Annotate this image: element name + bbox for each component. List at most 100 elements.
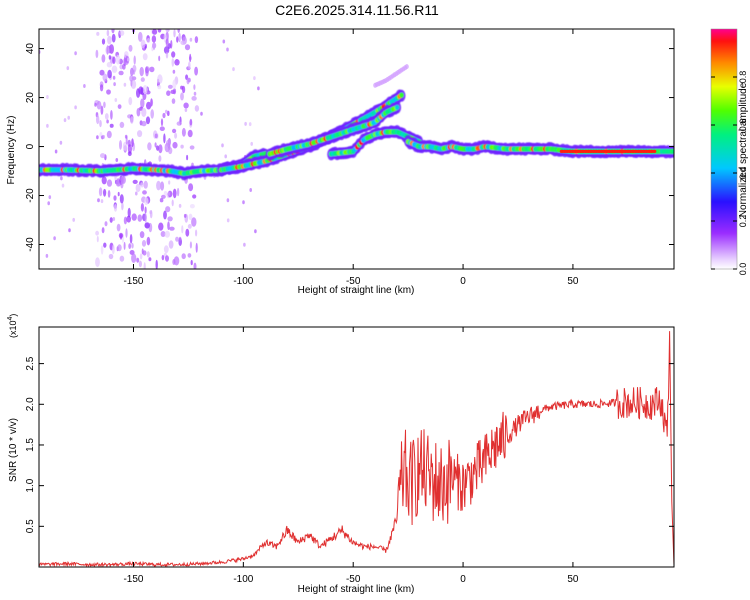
snr-x-ticks: -150 -100 -50 0 50 [123,327,579,585]
clutter-speckle [67,115,70,120]
clutter-speckle [113,82,116,87]
clutter-speckle [74,51,77,56]
clutter-speckle [119,140,122,150]
spectrogram-marks [39,29,674,269]
clutter-speckle [140,98,145,108]
snr-multiplier-base: (x10 [8,320,18,338]
clutter-speckle [166,139,171,147]
clutter-speckle [172,259,176,265]
clutter-speckle [188,183,194,192]
clutter-speckle [160,118,164,127]
clutter-speckle [150,109,154,119]
clutter-speckle [139,66,144,77]
snr-multiplier-exp: 4 [7,316,14,320]
clutter-speckle [106,89,111,95]
clutter-speckle [177,29,180,33]
clutter-speckle [140,203,144,212]
clutter-speckle [191,96,197,101]
clutter-speckle [133,55,136,65]
svg-text:(x104): (x104) [7,314,18,338]
clutter-speckle [102,134,105,139]
clutter-speckle [173,29,176,38]
clutter-speckle [154,133,158,139]
clutter-speckle [103,101,106,109]
clutter-speckle [115,158,119,162]
clutter-speckle [178,35,181,40]
clutter-speckle [166,90,171,96]
clutter-speckle [174,132,178,139]
clutter-speckle [167,191,170,196]
clutter-speckle [106,61,113,68]
clutter-speckle [161,194,166,199]
clutter-speckle [106,179,113,187]
clutter-speckle [142,85,148,95]
spectral-trace-2 [265,101,402,161]
clutter-speckle [165,39,168,45]
clutter-speckle [178,203,182,208]
clutter-speckle [140,182,144,188]
clutter-speckle [158,222,164,231]
clutter-speckle [257,86,260,91]
clutter-speckle [114,98,118,102]
snr-x-label: Height of straight line (km) [298,584,415,595]
clutter-speckle [167,110,170,116]
clutter-speckle [194,105,200,112]
clutter-speckle [180,144,184,149]
clutter-speckle [187,129,193,138]
clutter-band-3 [164,29,200,269]
clutter-speckle [152,29,158,35]
clutter-speckle [232,67,235,72]
clutter-speckle [106,45,109,55]
clutter-speckle [168,240,174,249]
clutter-speckle [172,79,177,89]
clutter-speckle [61,183,65,188]
clutter-speckle [167,221,170,231]
clutter-speckle [107,35,112,45]
clutter-speckle [243,242,246,247]
spectral-trace-0 [39,148,270,181]
clutter-speckle [121,176,126,184]
clutter-speckle [186,154,189,161]
colorbar-tick-label: 0.0 [738,263,748,276]
colorbar-tick-label: 0.4 [738,167,748,180]
snr-y-tick-label: 2.0 [25,397,36,411]
clutter-speckle [99,84,104,92]
clutter-speckle [127,207,131,218]
snr-panel: -150 -100 -50 0 50 0.5 1.0 1.5 2.0 2.5 Height of… [7,314,675,595]
clutter-speckle [144,197,149,206]
clutter-speckle [139,253,143,260]
clutter-speckle [180,92,184,101]
clutter-speckle [47,201,50,206]
clutter-speckle [99,69,105,76]
clutter-speckle [142,250,147,256]
scattered-speckle [39,35,260,258]
clutter-speckle [54,149,58,154]
clutter-speckle [123,82,127,87]
clutter-speckle [187,224,192,229]
clutter-speckle [185,228,190,237]
clutter-speckle [171,199,174,207]
colorbar-tick-label: 0.8 [738,71,748,84]
clutter-speckle [253,76,256,81]
clutter-speckle [107,190,111,198]
clutter-speckle [194,66,199,76]
clutter-speckle [106,29,110,37]
clutter-speckle [132,179,138,184]
clutter-speckle [183,213,187,218]
clutter-speckle [242,200,245,205]
spectrogram-y-ticks: -40 -20 0 20 40 [25,43,674,252]
colorbar-gradient [710,28,738,270]
snr-y-ticks: 0.5 1.0 1.5 2.0 2.5 [25,356,674,533]
colorbar-tick-label: 0.2 [738,215,748,228]
clutter-speckle [172,188,177,199]
clutter-speckle [135,191,138,196]
clutter-speckle [140,77,145,82]
clutter-speckle [118,70,124,76]
clutter-speckle [151,35,157,43]
clutter-speckle [168,180,171,185]
clutter-speckle [117,191,120,197]
clutter-speckle [193,84,196,90]
clutter-speckle [129,75,134,82]
clutter-speckle [144,222,150,229]
trace-core [671,148,674,154]
